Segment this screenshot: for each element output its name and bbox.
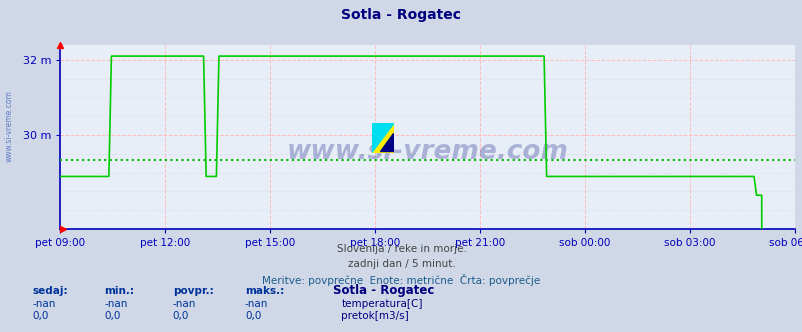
Text: Sotla - Rogatec: Sotla - Rogatec xyxy=(341,8,461,22)
Text: Slovenija / reke in morje.: Slovenija / reke in morje. xyxy=(336,244,466,254)
Text: povpr.:: povpr.: xyxy=(172,286,213,296)
Text: temperatura[C]: temperatura[C] xyxy=(341,299,422,309)
Text: -nan: -nan xyxy=(172,299,196,309)
Text: 0,0: 0,0 xyxy=(245,311,261,321)
Text: -nan: -nan xyxy=(32,299,55,309)
Text: Sotla - Rogatec: Sotla - Rogatec xyxy=(333,284,434,297)
Text: min.:: min.: xyxy=(104,286,134,296)
Text: -nan: -nan xyxy=(245,299,268,309)
Text: pretok[m3/s]: pretok[m3/s] xyxy=(341,311,408,321)
Text: 0,0: 0,0 xyxy=(32,311,48,321)
Polygon shape xyxy=(379,133,393,151)
Polygon shape xyxy=(371,123,394,153)
Text: www.si-vreme.com: www.si-vreme.com xyxy=(286,139,568,165)
Text: 0,0: 0,0 xyxy=(172,311,188,321)
Text: zadnji dan / 5 minut.: zadnji dan / 5 minut. xyxy=(347,259,455,269)
Text: maks.:: maks.: xyxy=(245,286,284,296)
Text: sedaj:: sedaj: xyxy=(32,286,67,296)
Text: Meritve: povprečne  Enote: metrične  Črta: povprečje: Meritve: povprečne Enote: metrične Črta:… xyxy=(262,274,540,286)
Text: www.si-vreme.com: www.si-vreme.com xyxy=(5,90,14,162)
Text: 0,0: 0,0 xyxy=(104,311,120,321)
Polygon shape xyxy=(371,123,394,153)
Text: -nan: -nan xyxy=(104,299,128,309)
